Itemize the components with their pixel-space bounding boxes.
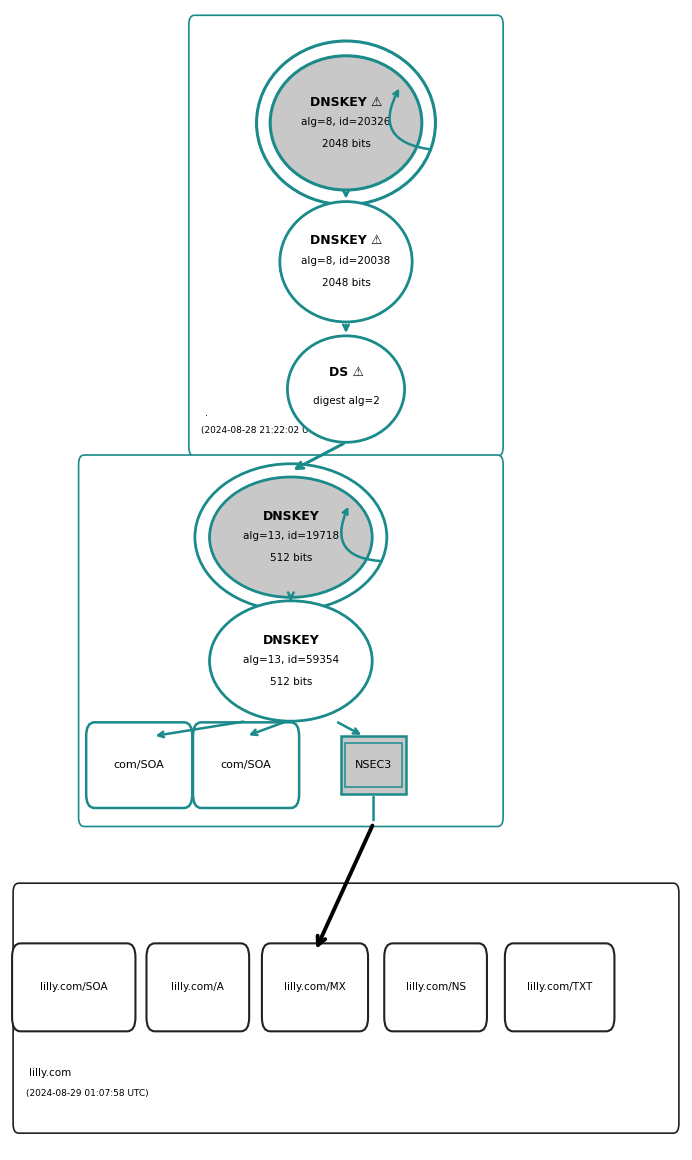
Text: digest alg=2: digest alg=2: [313, 396, 379, 406]
Bar: [341, 737, 406, 795]
FancyBboxPatch shape: [79, 455, 503, 826]
Text: 512 bits: 512 bits: [270, 676, 312, 687]
FancyBboxPatch shape: [505, 943, 614, 1031]
Text: com/SOA: com/SOA: [221, 760, 271, 770]
Text: com/SOA: com/SOA: [114, 760, 165, 770]
Text: lilly.com/MX: lilly.com/MX: [284, 983, 346, 992]
Text: 2048 bits: 2048 bits: [322, 277, 370, 288]
Text: (2024-08-29 01:07:58 UTC): (2024-08-29 01:07:58 UTC): [26, 1089, 148, 1099]
Ellipse shape: [210, 601, 372, 722]
FancyBboxPatch shape: [147, 943, 249, 1031]
Text: 512 bits: 512 bits: [270, 553, 312, 563]
Bar: [345, 744, 402, 788]
Text: .: .: [205, 408, 208, 418]
Text: DNSKEY ⚠: DNSKEY ⚠: [310, 95, 382, 109]
FancyBboxPatch shape: [384, 943, 487, 1031]
Text: lilly.com/TXT: lilly.com/TXT: [527, 983, 592, 992]
Text: lilly.com/SOA: lilly.com/SOA: [40, 983, 107, 992]
Ellipse shape: [287, 336, 405, 442]
Text: lilly.com/A: lilly.com/A: [172, 983, 224, 992]
Text: com: com: [94, 778, 115, 789]
Text: NSEC3: NSEC3: [355, 760, 392, 770]
Text: (2024-08-29 01:01:33 UTC): (2024-08-29 01:01:33 UTC): [91, 797, 214, 806]
Ellipse shape: [280, 202, 412, 322]
Text: DNSKEY: DNSKEY: [262, 633, 319, 646]
Text: alg=8, id=20326: alg=8, id=20326: [301, 117, 391, 126]
FancyBboxPatch shape: [12, 943, 136, 1031]
FancyBboxPatch shape: [193, 723, 299, 809]
Text: DNSKEY ⚠: DNSKEY ⚠: [310, 234, 382, 247]
Text: lilly.com: lilly.com: [29, 1067, 71, 1078]
FancyBboxPatch shape: [86, 723, 192, 809]
Ellipse shape: [210, 477, 372, 597]
Text: DS ⚠: DS ⚠: [329, 367, 363, 379]
Ellipse shape: [270, 56, 422, 190]
Text: 2048 bits: 2048 bits: [322, 139, 370, 148]
FancyBboxPatch shape: [189, 15, 503, 456]
Text: alg=13, id=59354: alg=13, id=59354: [243, 655, 339, 665]
FancyBboxPatch shape: [13, 883, 679, 1133]
Text: alg=8, id=20038: alg=8, id=20038: [302, 255, 390, 266]
Text: alg=13, id=19718: alg=13, id=19718: [243, 531, 339, 541]
Text: lilly.com/NS: lilly.com/NS: [406, 983, 466, 992]
Text: (2024-08-28 21:22:02 UTC): (2024-08-28 21:22:02 UTC): [201, 427, 323, 435]
Text: DNSKEY: DNSKEY: [262, 510, 319, 523]
FancyBboxPatch shape: [262, 943, 368, 1031]
